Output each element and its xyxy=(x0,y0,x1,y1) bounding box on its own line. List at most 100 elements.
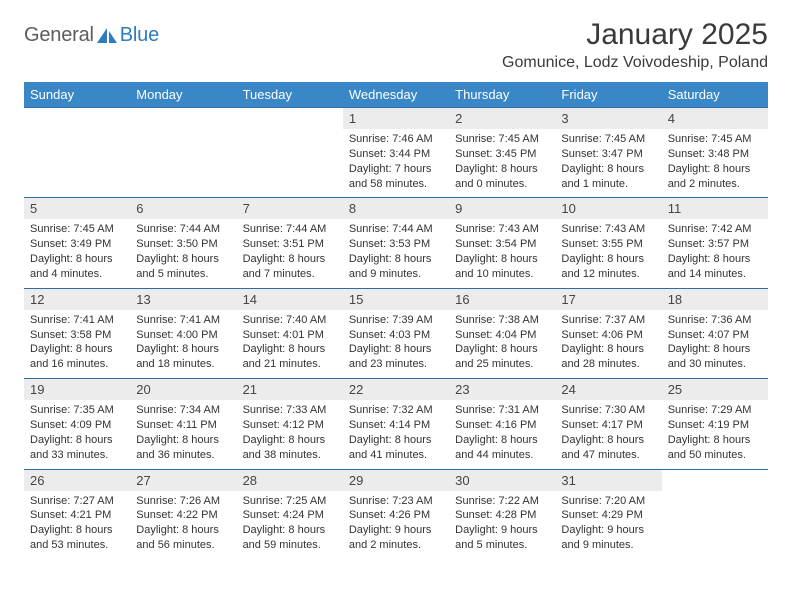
day-line-d1: Daylight: 8 hours xyxy=(243,342,337,357)
day-line-ss: Sunset: 3:53 PM xyxy=(349,237,443,252)
day-line-sr: Sunrise: 7:45 AM xyxy=(561,132,655,147)
day-line-d2: and 50 minutes. xyxy=(668,448,762,463)
day-line-d1: Daylight: 8 hours xyxy=(668,342,762,357)
day-number-cell: 19 xyxy=(24,379,130,401)
day-detail-cell: Sunrise: 7:22 AMSunset: 4:28 PMDaylight:… xyxy=(449,491,555,559)
day-line-d1: Daylight: 8 hours xyxy=(136,342,230,357)
day-detail-cell: Sunrise: 7:45 AMSunset: 3:49 PMDaylight:… xyxy=(24,219,130,288)
day-detail-cell: Sunrise: 7:37 AMSunset: 4:06 PMDaylight:… xyxy=(555,310,661,379)
day-line-d1: Daylight: 8 hours xyxy=(30,342,124,357)
daynum-row: 12131415161718 xyxy=(24,288,768,310)
day-number-cell: 16 xyxy=(449,288,555,310)
day-line-d1: Daylight: 8 hours xyxy=(455,162,549,177)
day-line-ss: Sunset: 4:28 PM xyxy=(455,508,549,523)
day-line-sr: Sunrise: 7:33 AM xyxy=(243,403,337,418)
day-line-sr: Sunrise: 7:32 AM xyxy=(349,403,443,418)
day-line-d2: and 1 minute. xyxy=(561,177,655,192)
day-detail-cell: Sunrise: 7:45 AMSunset: 3:45 PMDaylight:… xyxy=(449,129,555,198)
day-header: Tuesday xyxy=(237,82,343,108)
day-line-sr: Sunrise: 7:42 AM xyxy=(668,222,762,237)
day-line-d1: Daylight: 9 hours xyxy=(349,523,443,538)
day-line-ss: Sunset: 3:58 PM xyxy=(30,328,124,343)
day-line-sr: Sunrise: 7:26 AM xyxy=(136,494,230,509)
day-detail-cell: Sunrise: 7:41 AMSunset: 4:00 PMDaylight:… xyxy=(130,310,236,379)
day-line-sr: Sunrise: 7:35 AM xyxy=(30,403,124,418)
day-header: Thursday xyxy=(449,82,555,108)
day-detail-cell xyxy=(24,129,130,198)
day-number-cell: 2 xyxy=(449,108,555,130)
day-line-d1: Daylight: 8 hours xyxy=(561,433,655,448)
detail-row: Sunrise: 7:35 AMSunset: 4:09 PM Daylight:… xyxy=(24,400,768,469)
day-number-cell: 31 xyxy=(555,469,661,491)
day-detail-cell: Sunrise: 7:34 AMSunset: 4:11 PMDaylight:… xyxy=(130,400,236,469)
day-line-d2: and 0 minutes. xyxy=(455,177,549,192)
day-line-sr: Sunrise: 7:27 AM xyxy=(30,494,124,509)
day-line-d2: and 5 minutes. xyxy=(455,538,549,553)
day-detail-cell: Sunrise: 7:36 AMSunset: 4:07 PMDaylight:… xyxy=(662,310,768,379)
day-line-d1: Daylight: 8 hours xyxy=(136,433,230,448)
day-detail-cell: Sunrise: 7:39 AMSunset: 4:03 PMDaylight:… xyxy=(343,310,449,379)
day-line-sr: Sunrise: 7:25 AM xyxy=(243,494,337,509)
page-header: General Blue January 2025 Gomunice, Lodz… xyxy=(24,18,768,72)
day-line-d2: and 36 minutes. xyxy=(136,448,230,463)
day-line-ss: Sunset: 4:07 PM xyxy=(668,328,762,343)
detail-row: Sunrise: 7:46 AMSunset: 3:44 PMDaylight:… xyxy=(24,129,768,198)
day-line-d2: and 56 minutes. xyxy=(136,538,230,553)
day-line-d1: Daylight: 8 hours xyxy=(30,523,124,538)
day-line-d1: Daylight: 8 hours xyxy=(349,342,443,357)
day-line-d2: and 58 minutes. xyxy=(349,177,443,192)
day-line-sr: Sunrise: 7:43 AM xyxy=(455,222,549,237)
day-line-ss: Sunset: 4:29 PM xyxy=(561,508,655,523)
day-detail-cell: Sunrise: 7:44 AMSunset: 3:51 PMDaylight:… xyxy=(237,219,343,288)
day-line-d2: and 9 minutes. xyxy=(561,538,655,553)
day-detail-cell: Sunrise: 7:26 AMSunset: 4:22 PMDaylight:… xyxy=(130,491,236,559)
day-line-ss: Sunset: 4:24 PM xyxy=(243,508,337,523)
day-line-sr: Sunrise: 7:45 AM xyxy=(455,132,549,147)
day-line-sr: Sunrise: 7:40 AM xyxy=(243,313,337,328)
day-header: Saturday xyxy=(662,82,768,108)
day-line-sr: Sunrise: 7:44 AM xyxy=(136,222,230,237)
day-line-ss: Sunset: 4:14 PM xyxy=(349,418,443,433)
day-line-ss: Sunset: 3:50 PM xyxy=(136,237,230,252)
day-number-cell: 5 xyxy=(24,198,130,220)
day-line-d1: Daylight: 8 hours xyxy=(455,433,549,448)
day-detail-cell: Sunrise: 7:40 AMSunset: 4:01 PMDaylight:… xyxy=(237,310,343,379)
day-line-sr: Sunrise: 7:34 AM xyxy=(136,403,230,418)
logo-text-part1: General xyxy=(24,24,94,47)
day-line-d2: and 28 minutes. xyxy=(561,357,655,372)
day-line-d1: Daylight: 7 hours xyxy=(349,162,443,177)
day-line-d1: Daylight: 8 hours xyxy=(136,523,230,538)
day-detail-cell: Sunrise: 7:30 AMSunset: 4:17 PMDaylight:… xyxy=(555,400,661,469)
day-line-ss: Sunset: 4:11 PM xyxy=(136,418,230,433)
day-line-ss: Sunset: 4:04 PM xyxy=(455,328,549,343)
day-line-ss: Sunset: 4:09 PM xyxy=(30,418,124,433)
detail-row: Sunrise: 7:45 AMSunset: 3:49 PMDaylight:… xyxy=(24,219,768,288)
day-line-sr: Sunrise: 7:37 AM xyxy=(561,313,655,328)
day-line-ss: Sunset: 4:17 PM xyxy=(561,418,655,433)
day-line-ss: Sunset: 3:51 PM xyxy=(243,237,337,252)
day-number-cell: 14 xyxy=(237,288,343,310)
day-header: Friday xyxy=(555,82,661,108)
day-line-d2: and 23 minutes. xyxy=(349,357,443,372)
location-subtitle: Gomunice, Lodz Voivodeship, Poland xyxy=(502,54,768,72)
day-number-cell: 20 xyxy=(130,379,236,401)
day-line-d2: and 2 minutes. xyxy=(668,177,762,192)
day-detail-cell: Sunrise: 7:43 AMSunset: 3:55 PMDaylight:… xyxy=(555,219,661,288)
day-line-d1: Daylight: 9 hours xyxy=(455,523,549,538)
day-line-d2: and 33 minutes. xyxy=(30,448,124,463)
day-detail-cell: Sunrise: 7:27 AMSunset: 4:21 PMDaylight:… xyxy=(24,491,130,559)
day-line-sr: Sunrise: 7:43 AM xyxy=(561,222,655,237)
day-line-ss: Sunset: 4:01 PM xyxy=(243,328,337,343)
day-line-d2: and 47 minutes. xyxy=(561,448,655,463)
day-line-d2: and 53 minutes. xyxy=(30,538,124,553)
day-detail-cell: Sunrise: 7:44 AMSunset: 3:50 PMDaylight:… xyxy=(130,219,236,288)
day-number-cell: 22 xyxy=(343,379,449,401)
day-line-d1: Daylight: 8 hours xyxy=(243,433,337,448)
day-number-cell: 17 xyxy=(555,288,661,310)
day-line-d2: and 9 minutes. xyxy=(349,267,443,282)
day-line-sr: Sunrise: 7:45 AM xyxy=(668,132,762,147)
day-line-d1: Daylight: 8 hours xyxy=(561,162,655,177)
day-line-ss: Sunset: 4:26 PM xyxy=(349,508,443,523)
day-detail-cell: Sunrise: 7:29 AMSunset: 4:19 PMDaylight:… xyxy=(662,400,768,469)
day-line-sr: Sunrise: 7:46 AM xyxy=(349,132,443,147)
